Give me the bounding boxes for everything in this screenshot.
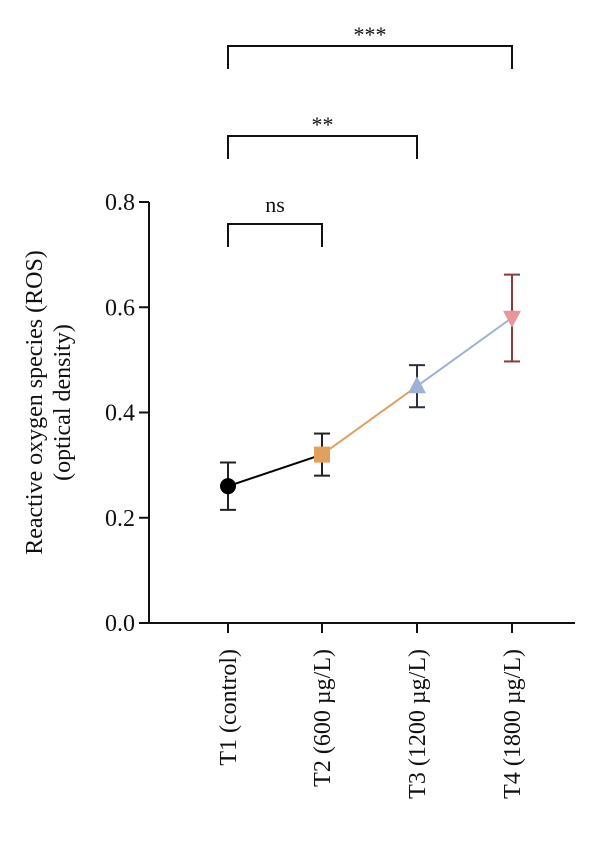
x-category-label: T4 (1800 µg/L) [500,649,526,799]
x-category-label: T2 (600 µg/L) [310,649,336,787]
series-line-segment [227,453,323,488]
significance-bracket [227,223,323,247]
significance-bracket [227,45,513,69]
y-tick-label: 0.6 [105,295,135,321]
y-axis-title-line-1: Reactive oxygen species (ROS) [22,250,48,555]
significance-bracket [227,135,418,159]
series-line-segment [416,316,513,387]
significance-label: ** [312,112,334,137]
y-axis-title-line-2: (optical density) [50,324,76,481]
series-line-segment [321,385,418,456]
data-point-circle [220,478,236,495]
data-point-square [314,446,330,463]
data-series [220,273,521,511]
y-tick-label: 0.0 [105,611,135,637]
y-tick-label: 0.8 [105,190,135,216]
y-tick-label: 0.2 [105,506,135,532]
data-point-triangle-down [503,310,521,328]
x-axis: T1 (control) T2 (600 µg/L) T3 (1200 µg/L) T… [149,622,575,799]
y-tick-label: 0.4 [105,401,135,427]
significance-annotations: ns***** [227,22,513,247]
data-point-triangle-up [408,376,426,394]
significance-label: ns [265,192,285,217]
x-category-label: T3 (1200 µg/L) [405,649,431,799]
y-axis: 0.0 0.2 0.4 0.6 0.8 [105,190,150,637]
x-category-label: T1 (control) [216,649,242,766]
y-axis-title: Reactive oxygen species (ROS) (optical de… [22,250,76,555]
significance-label: *** [354,22,387,47]
